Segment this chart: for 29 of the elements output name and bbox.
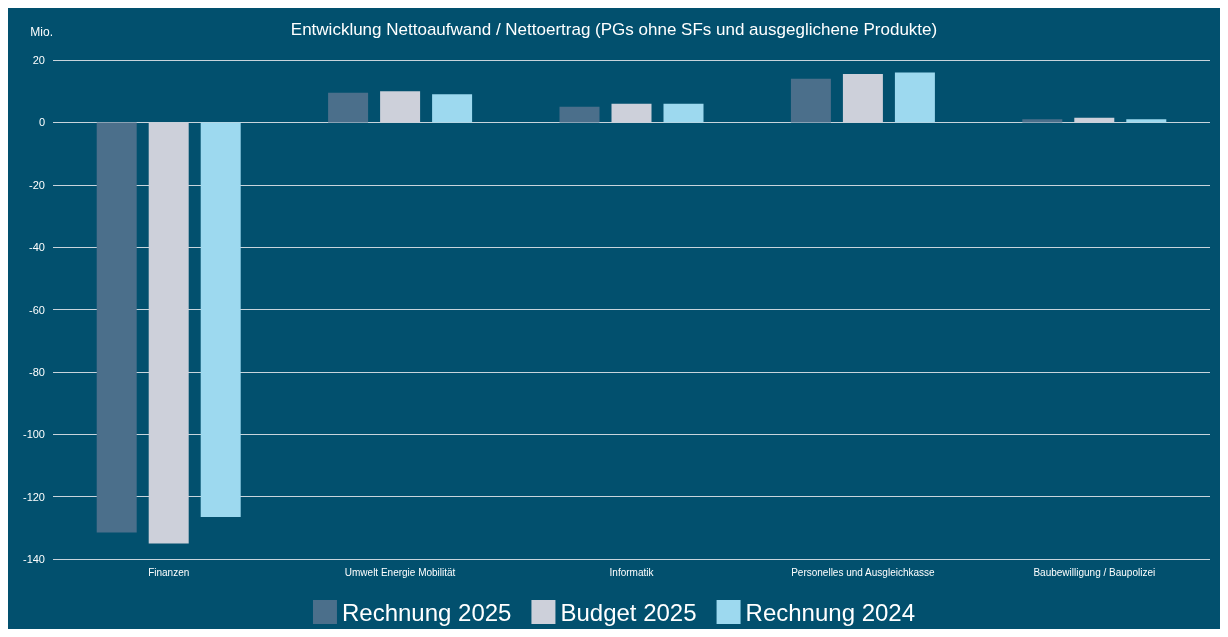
bar: [559, 106, 600, 123]
x-tick-label: Umwelt Energie Mobilität: [344, 566, 456, 578]
bar: [663, 103, 704, 123]
x-tick-label: Baubewilligung / Baupolizei: [1033, 566, 1156, 578]
bar: [96, 122, 137, 533]
y-tick-label: -20: [29, 178, 45, 191]
y-tick-label: -100: [22, 428, 45, 441]
y-tick-label: -60: [29, 303, 45, 316]
bar: [1022, 119, 1063, 123]
y-tick-label: 20: [32, 54, 45, 66]
bar: [790, 78, 831, 123]
y-tick-label: -120: [22, 490, 45, 503]
y-tick-label: -140: [22, 553, 45, 565]
y-tick-label: 0: [38, 116, 45, 129]
legend-label: Budget 2025: [560, 598, 697, 626]
bar: [432, 94, 473, 123]
chart-title: Entwicklung Nettoaufwand / Nettoertrag (PGs ohne SFs und ausgeglichene Produkte): [290, 20, 938, 39]
bar: [328, 92, 369, 123]
y-tick-label: -40: [29, 241, 45, 254]
bar: [894, 72, 935, 123]
legend-label: Rechnung 2025: [341, 598, 512, 626]
y-axis-title: Mio.: [30, 25, 53, 39]
legend-label: Rechnung 2024: [745, 598, 916, 626]
x-tick-label: Personelles und Ausgleichkasse: [791, 566, 936, 578]
bar: [200, 122, 241, 517]
x-tick-label: Finanzen: [148, 566, 190, 578]
x-tick-label: Informatik: [609, 566, 655, 578]
y-tick-label: -80: [29, 365, 45, 378]
bar: [1126, 119, 1167, 123]
